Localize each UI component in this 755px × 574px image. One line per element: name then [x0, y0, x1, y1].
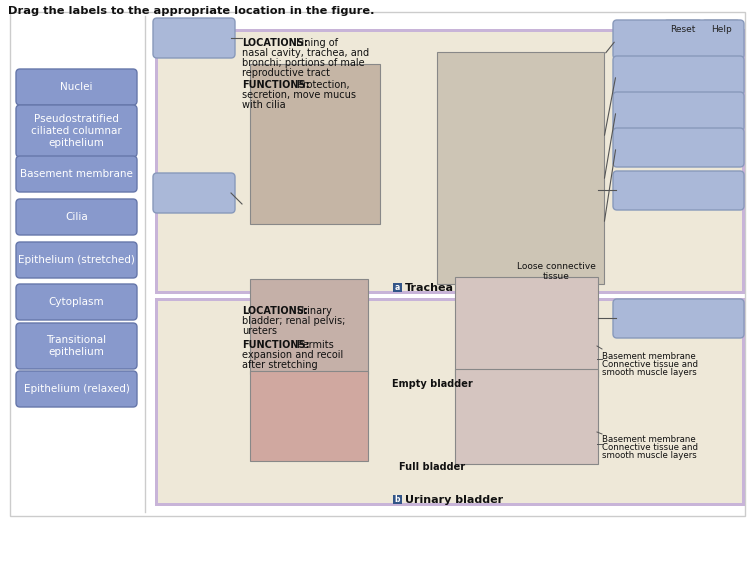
Text: Basement membrane: Basement membrane — [602, 435, 696, 444]
FancyBboxPatch shape — [16, 105, 137, 157]
FancyBboxPatch shape — [613, 92, 744, 131]
Text: secretion, move mucus: secretion, move mucus — [242, 90, 356, 100]
FancyBboxPatch shape — [153, 173, 235, 213]
Text: Loose connective
tissue: Loose connective tissue — [516, 262, 596, 281]
FancyBboxPatch shape — [613, 299, 744, 338]
Text: Connective tissue and: Connective tissue and — [602, 360, 698, 369]
Text: Urinary bladder: Urinary bladder — [405, 495, 503, 505]
FancyBboxPatch shape — [455, 369, 598, 464]
Text: expansion and recoil: expansion and recoil — [242, 350, 344, 360]
Text: Reset: Reset — [670, 25, 695, 34]
Text: bladder; renal pelvis;: bladder; renal pelvis; — [242, 316, 345, 326]
FancyBboxPatch shape — [16, 242, 137, 278]
Text: FUNCTIONS:: FUNCTIONS: — [242, 80, 310, 90]
Text: Epithelium (relaxed): Epithelium (relaxed) — [23, 384, 129, 394]
FancyBboxPatch shape — [250, 371, 368, 461]
Text: LOCATIONS:: LOCATIONS: — [242, 38, 308, 48]
Text: Help: Help — [710, 25, 732, 34]
FancyBboxPatch shape — [613, 56, 744, 95]
FancyBboxPatch shape — [613, 128, 744, 167]
Text: Epithelium (stretched): Epithelium (stretched) — [18, 255, 135, 265]
FancyBboxPatch shape — [16, 156, 137, 192]
Text: Pseudostratified
ciliated columnar
epithelium: Pseudostratified ciliated columnar epith… — [31, 114, 122, 148]
FancyBboxPatch shape — [703, 20, 739, 39]
FancyBboxPatch shape — [155, 298, 745, 506]
FancyBboxPatch shape — [16, 69, 137, 105]
Text: LOCATIONS:: LOCATIONS: — [242, 306, 308, 316]
FancyBboxPatch shape — [16, 371, 137, 407]
Text: Trachea: Trachea — [405, 283, 454, 293]
FancyBboxPatch shape — [16, 199, 137, 235]
Text: reproductive tract: reproductive tract — [242, 68, 330, 78]
Text: ureters: ureters — [242, 326, 277, 336]
FancyBboxPatch shape — [158, 32, 742, 291]
FancyBboxPatch shape — [250, 279, 368, 374]
Text: Basement membrane: Basement membrane — [20, 169, 133, 179]
Text: Nuclei: Nuclei — [60, 82, 93, 92]
FancyBboxPatch shape — [613, 171, 744, 210]
FancyBboxPatch shape — [10, 12, 745, 516]
FancyBboxPatch shape — [393, 495, 402, 504]
Text: Transitional
epithelium: Transitional epithelium — [47, 335, 106, 357]
Text: Drag the labels to the appropriate location in the figure.: Drag the labels to the appropriate locat… — [8, 6, 374, 16]
Text: Lining of: Lining of — [296, 38, 338, 48]
Text: nasal cavity, trachea, and: nasal cavity, trachea, and — [242, 48, 369, 58]
Text: Permits: Permits — [297, 340, 334, 350]
Text: bronchi; portions of male: bronchi; portions of male — [242, 58, 365, 68]
Text: FUNCTIONS:: FUNCTIONS: — [242, 340, 310, 350]
Text: Empty bladder: Empty bladder — [392, 379, 473, 389]
Text: Protection,: Protection, — [297, 80, 350, 90]
FancyBboxPatch shape — [155, 29, 745, 294]
FancyBboxPatch shape — [455, 277, 598, 377]
Text: Cytoplasm: Cytoplasm — [48, 297, 104, 307]
Text: after stretching: after stretching — [242, 360, 318, 370]
FancyBboxPatch shape — [665, 20, 701, 39]
FancyBboxPatch shape — [16, 284, 137, 320]
FancyBboxPatch shape — [158, 301, 742, 503]
Text: Cilia: Cilia — [65, 212, 88, 222]
FancyBboxPatch shape — [613, 20, 744, 59]
Text: Urinary: Urinary — [296, 306, 332, 316]
FancyBboxPatch shape — [437, 52, 604, 284]
FancyBboxPatch shape — [16, 323, 137, 369]
Text: a: a — [395, 283, 400, 292]
FancyBboxPatch shape — [393, 283, 402, 292]
Text: smooth muscle layers: smooth muscle layers — [602, 368, 697, 377]
Text: with cilia: with cilia — [242, 100, 285, 110]
Text: Connective tissue and: Connective tissue and — [602, 443, 698, 452]
Text: b: b — [395, 495, 400, 504]
FancyBboxPatch shape — [250, 64, 380, 224]
Text: Basement membrane: Basement membrane — [602, 352, 696, 361]
FancyBboxPatch shape — [153, 18, 235, 58]
Text: Full bladder: Full bladder — [399, 462, 465, 472]
Text: smooth muscle layers: smooth muscle layers — [602, 451, 697, 460]
